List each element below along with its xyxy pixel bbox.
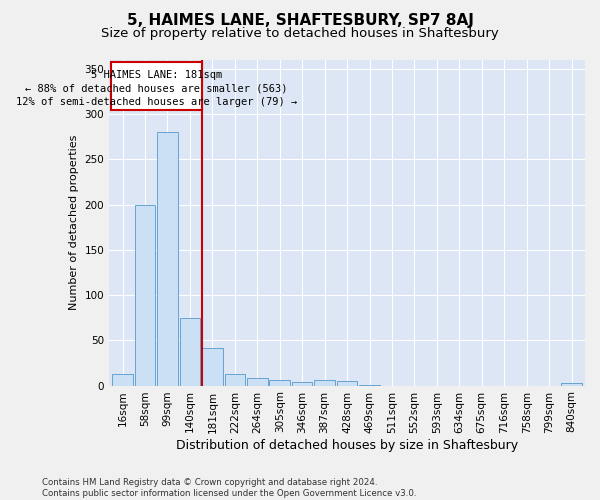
Text: 5, HAIMES LANE, SHAFTESBURY, SP7 8AJ: 5, HAIMES LANE, SHAFTESBURY, SP7 8AJ	[127, 12, 473, 28]
Bar	[157, 132, 178, 386]
Bar	[224, 374, 245, 386]
Text: Contains HM Land Registry data © Crown copyright and database right 2024.
Contai: Contains HM Land Registry data © Crown c…	[42, 478, 416, 498]
X-axis label: Distribution of detached houses by size in Shaftesbury: Distribution of detached houses by size …	[176, 440, 518, 452]
Y-axis label: Number of detached properties: Number of detached properties	[69, 135, 79, 310]
Bar	[292, 382, 313, 386]
Bar	[179, 318, 200, 386]
Bar	[269, 380, 290, 386]
Bar	[314, 380, 335, 386]
Bar	[135, 204, 155, 386]
Text: 12% of semi-detached houses are larger (79) →: 12% of semi-detached houses are larger (…	[16, 98, 298, 108]
Bar	[337, 381, 358, 386]
Bar	[359, 384, 380, 386]
Bar	[112, 374, 133, 386]
Text: ← 88% of detached houses are smaller (563): ← 88% of detached houses are smaller (56…	[25, 84, 288, 94]
Text: 5 HAIMES LANE: 181sqm: 5 HAIMES LANE: 181sqm	[91, 70, 223, 80]
Bar	[202, 348, 223, 386]
Bar	[561, 383, 582, 386]
Bar	[247, 378, 268, 386]
FancyBboxPatch shape	[112, 62, 202, 110]
Text: Size of property relative to detached houses in Shaftesbury: Size of property relative to detached ho…	[101, 28, 499, 40]
